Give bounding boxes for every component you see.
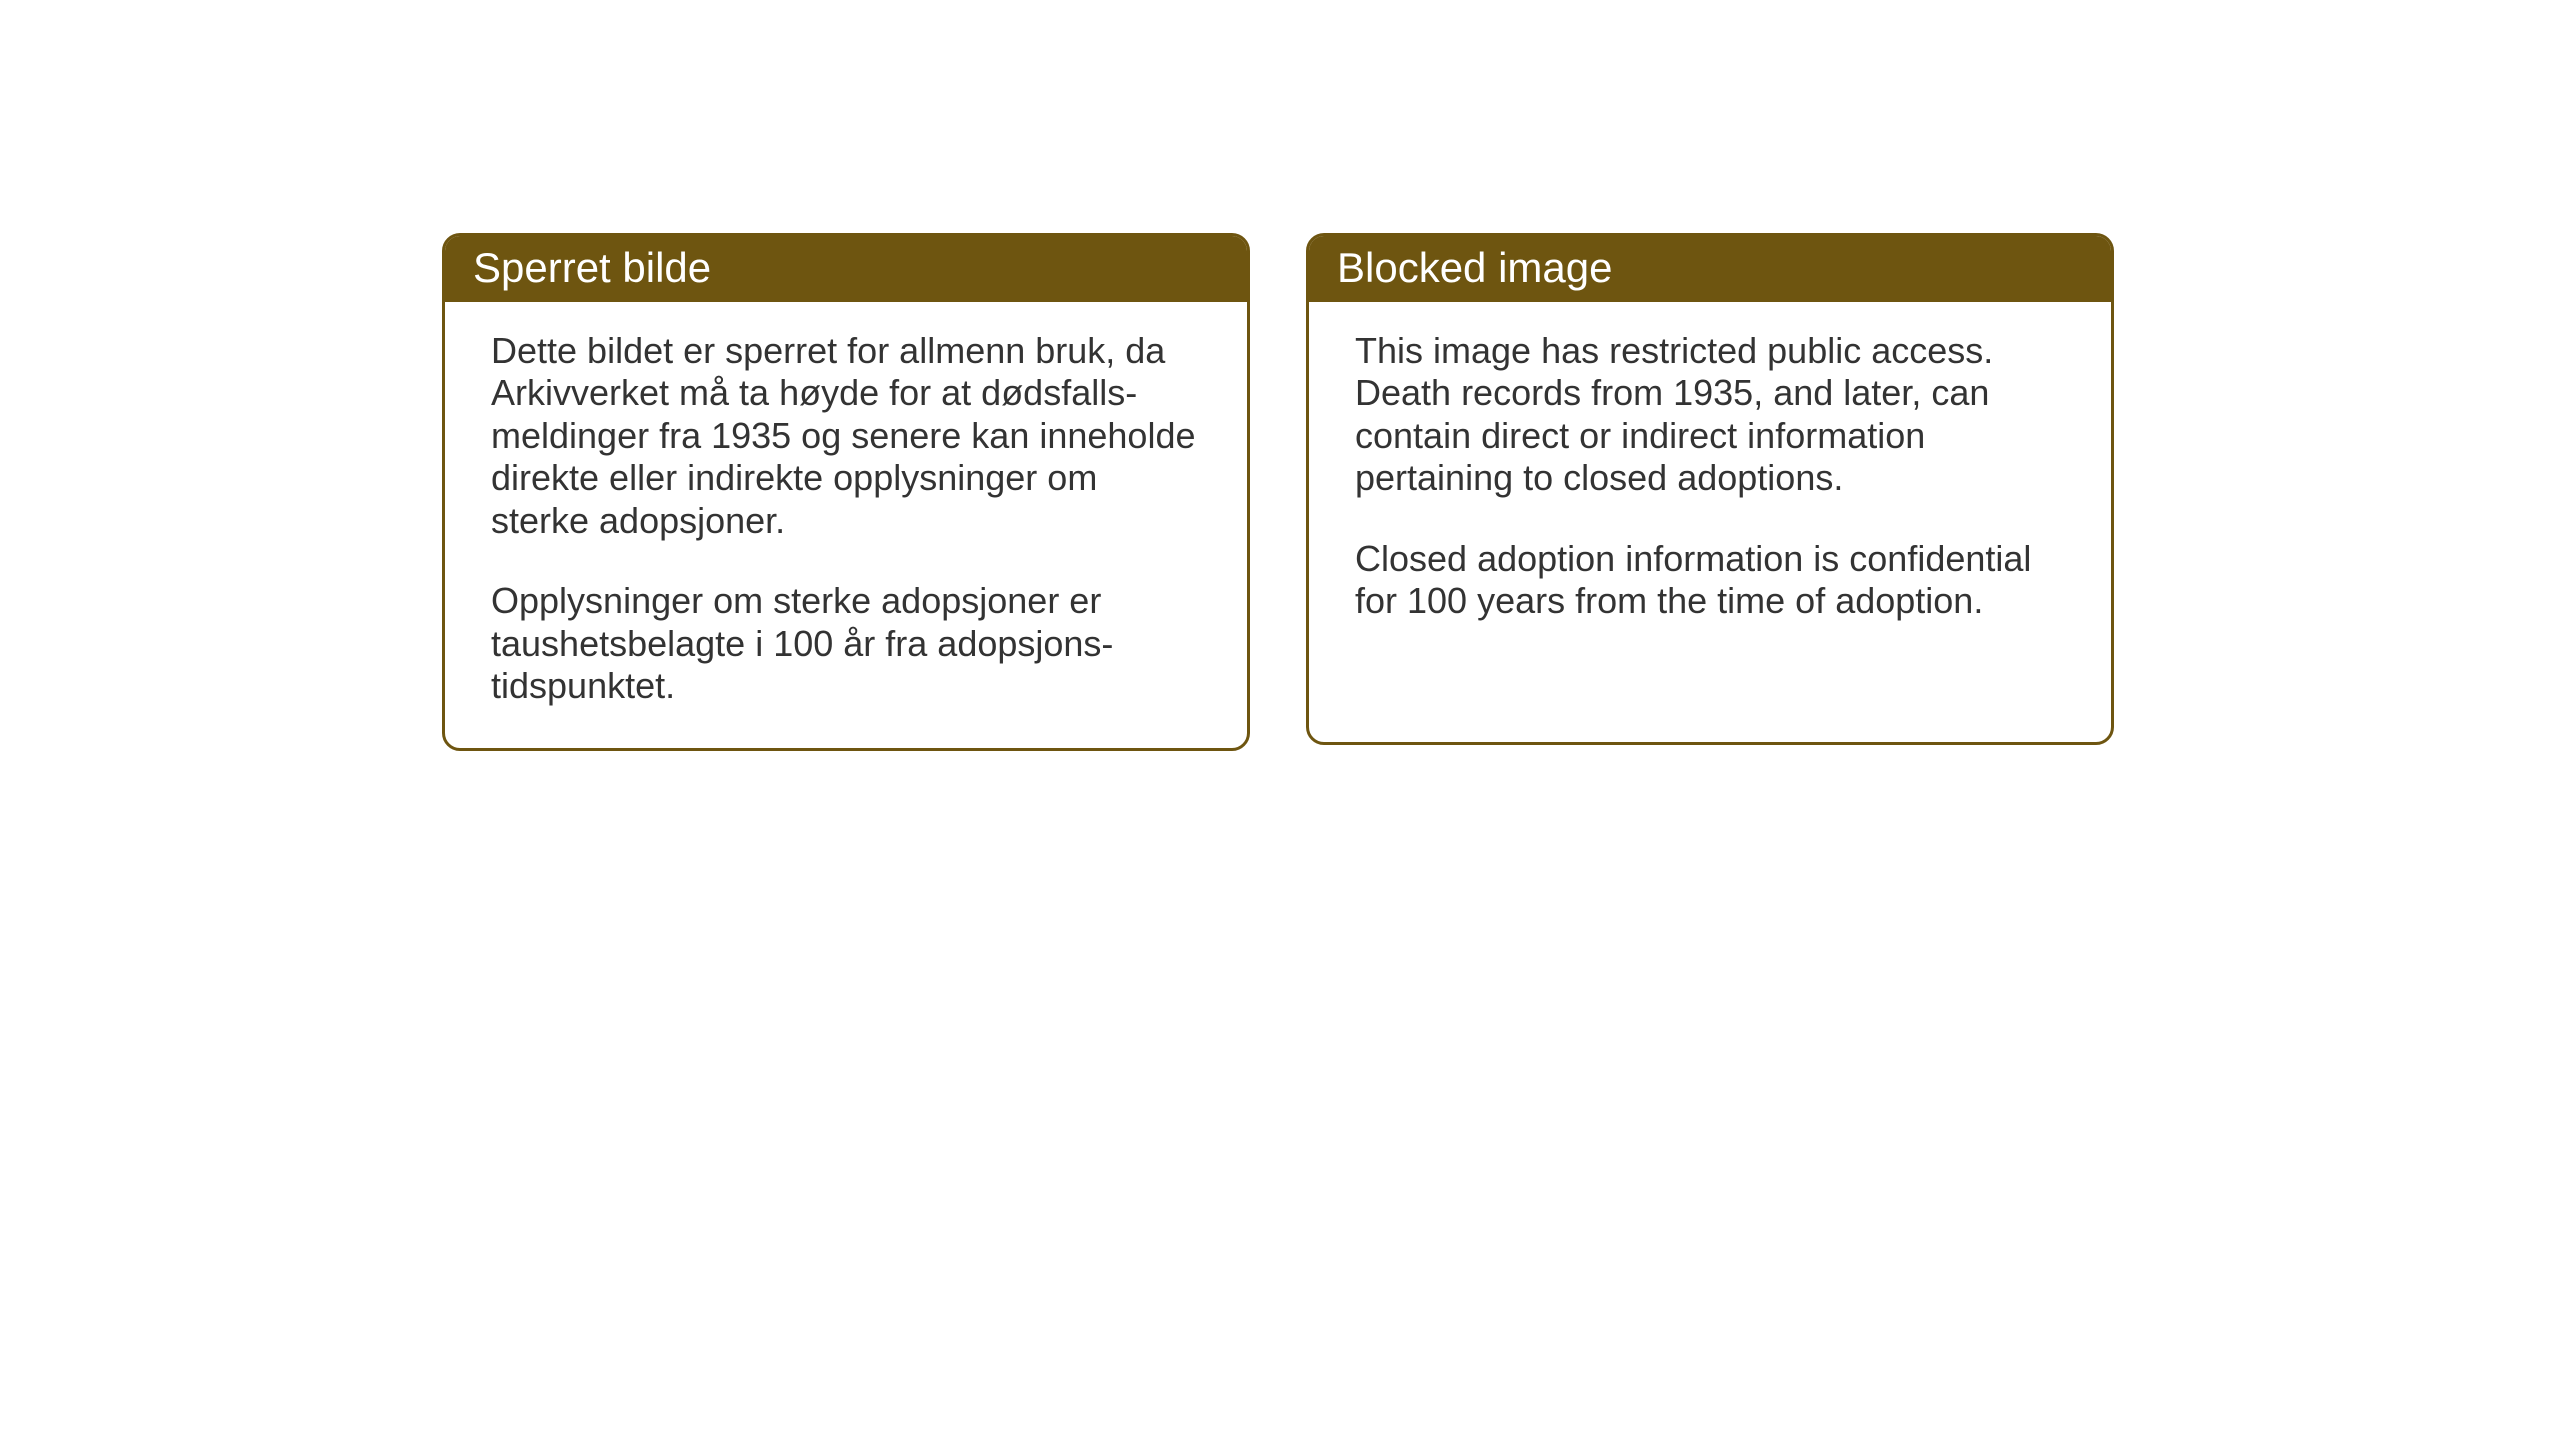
card-paragraph: Dette bildet er sperret for allmenn bruk…: [491, 330, 1201, 542]
card-paragraph: Opplysninger om sterke adopsjoner er tau…: [491, 580, 1201, 707]
notice-card-english: Blocked image This image has restricted …: [1306, 233, 2114, 745]
card-body-norwegian: Dette bildet er sperret for allmenn bruk…: [445, 302, 1247, 748]
notice-card-norwegian: Sperret bilde Dette bildet er sperret fo…: [442, 233, 1250, 751]
card-header-norwegian: Sperret bilde: [445, 236, 1247, 302]
card-paragraph: This image has restricted public access.…: [1355, 330, 2065, 500]
card-body-english: This image has restricted public access.…: [1309, 302, 2111, 663]
notice-cards-container: Sperret bilde Dette bildet er sperret fo…: [442, 233, 2114, 751]
card-paragraph: Closed adoption information is confident…: [1355, 538, 2065, 623]
card-header-english: Blocked image: [1309, 236, 2111, 302]
